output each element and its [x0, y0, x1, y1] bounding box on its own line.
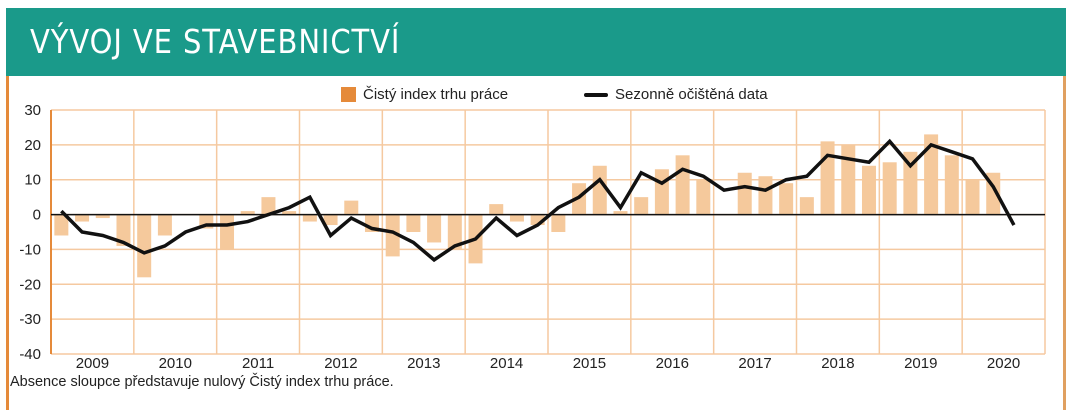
legend-line-swatch — [584, 92, 608, 97]
x-tick-label: 2019 — [904, 355, 937, 372]
bar — [302, 214, 317, 222]
y-tick-label: 0 — [33, 207, 41, 224]
bar — [447, 214, 462, 250]
bar — [675, 155, 690, 215]
y-tick-label: -10 — [19, 241, 41, 258]
chart-title: VÝVOJ VE STAVEBNICTVÍ — [30, 22, 401, 61]
bar — [779, 183, 794, 215]
bar — [882, 162, 897, 215]
bar — [737, 172, 752, 215]
legend-item-line: Sezonně očištěná data — [584, 86, 768, 103]
bar — [654, 169, 669, 215]
legend-label-bars: Čistý index trhu práce — [363, 86, 509, 103]
y-tick-label: 30 — [24, 102, 41, 119]
x-tick-label: 2011 — [242, 355, 274, 372]
x-tick-label: 2017 — [738, 355, 771, 372]
bar — [592, 165, 607, 215]
bar — [613, 211, 628, 215]
y-tick-label: -30 — [19, 311, 41, 328]
bar — [489, 204, 504, 215]
bar — [820, 141, 835, 215]
bar — [261, 197, 276, 215]
bar — [385, 214, 400, 257]
y-tick-label: 10 — [24, 172, 41, 189]
bar — [696, 179, 711, 215]
x-tick-label: 2015 — [573, 355, 606, 372]
bar — [758, 176, 773, 215]
x-tick-label: 2009 — [76, 355, 109, 372]
bar — [282, 211, 297, 215]
bar — [75, 214, 90, 222]
bar — [841, 144, 856, 215]
bar — [137, 214, 152, 278]
footnote: Absence sloupce představuje nulový Čistý… — [10, 374, 394, 390]
bar — [54, 214, 69, 236]
bar — [944, 155, 959, 215]
y-tick-label: 20 — [24, 137, 41, 154]
bar — [95, 214, 110, 219]
bar — [861, 165, 876, 215]
bar — [903, 151, 918, 215]
bar — [551, 214, 566, 232]
bar — [634, 197, 649, 215]
bar — [157, 214, 172, 236]
bar — [240, 211, 255, 215]
legend-item-bars: Čistý index trhu práce — [341, 86, 508, 103]
bar — [116, 214, 131, 246]
x-tick-label: 2012 — [324, 355, 357, 372]
x-tick-label: 2018 — [821, 355, 854, 372]
bar — [965, 179, 980, 215]
legend-label-line: Sezonně očištěná data — [615, 86, 768, 103]
bar — [924, 134, 939, 215]
bar — [406, 214, 421, 232]
title-banner: VÝVOJ VE STAVEBNICTVÍ — [6, 8, 1066, 76]
x-tick-label: 2010 — [159, 355, 192, 372]
bar — [427, 214, 442, 243]
bar — [530, 214, 545, 226]
bar — [344, 200, 359, 215]
bar — [220, 214, 235, 250]
bar — [509, 214, 524, 222]
x-tick-label: 2020 — [987, 355, 1020, 372]
bar — [799, 197, 814, 215]
legend-bar-swatch — [341, 87, 356, 102]
y-tick-label: -20 — [19, 276, 41, 293]
bar — [323, 214, 338, 226]
x-tick-label: 2014 — [490, 355, 523, 372]
x-tick-label: 2016 — [656, 355, 689, 372]
y-tick-label: -40 — [19, 346, 41, 363]
chart-frame — [6, 76, 1066, 410]
x-tick-label: 2013 — [407, 355, 440, 372]
